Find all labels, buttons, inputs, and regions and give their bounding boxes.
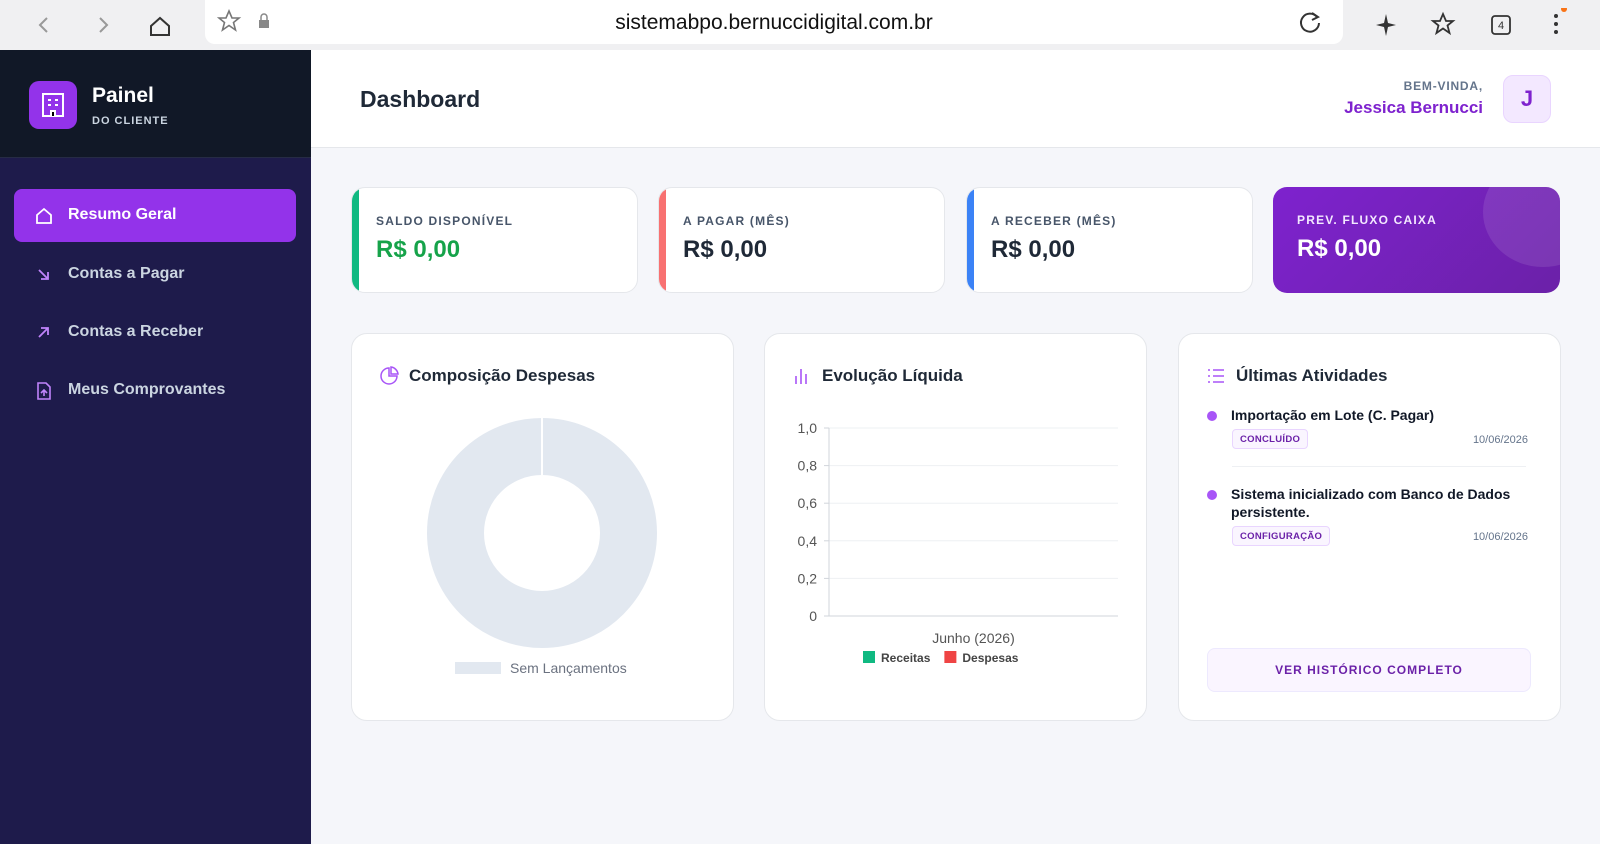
y-tick-label: 0,6 — [798, 495, 818, 511]
history-button[interactable]: VER HISTÓRICO COMPLETO — [1207, 648, 1531, 692]
card-accent — [352, 188, 359, 292]
bar-chart: 0 0,2 0,4 0,6 0,8 1,0 Junho (2026)Receitas Desp… — [798, 420, 1118, 665]
card-value: R$ 0,00 — [991, 236, 1076, 263]
donut-chart: Sem Lançamentos — [427, 418, 657, 676]
x-tick-label: Junho (2026) — [932, 630, 1015, 646]
card-label: A PAGAR (MÊS) — [683, 214, 790, 228]
activity-tag: CONCLUÍDO — [1232, 429, 1309, 449]
nav-item[interactable]: Resumo Geral — [14, 189, 296, 242]
card-label: PREV. FLUXO CAIXA — [1297, 213, 1437, 227]
address-bar[interactable]: sistemabpo.bernuccidigital.com.br — [205, 0, 1343, 44]
nav-label: Contas a Receber — [68, 323, 204, 340]
card-value: R$ 0,00 — [376, 236, 461, 263]
card-label: A RECEBER (MÊS) — [991, 214, 1117, 228]
page-title: Dashboard — [360, 86, 481, 112]
sidebar — [0, 50, 311, 844]
legend-label: Receitas — [881, 651, 931, 665]
chart-title: Composição Despesas — [409, 366, 596, 385]
y-tick-label: 0 — [809, 608, 817, 624]
avatar[interactable]: J — [1503, 75, 1551, 123]
nav-label: Meus Comprovantes — [68, 381, 226, 398]
activity-dot — [1207, 411, 1217, 421]
y-tick-label: 0,2 — [798, 570, 818, 586]
browser-nav-icons[interactable] — [30, 8, 210, 42]
card-value: R$ 0,00 — [683, 236, 768, 263]
legend-swatch — [863, 651, 875, 663]
chart-panel — [351, 333, 734, 721]
bar-icon — [795, 369, 807, 384]
activity-tag: CONFIGURAÇÃO — [1232, 526, 1331, 546]
url-icons — [217, 9, 269, 32]
card-accent — [659, 188, 666, 292]
y-tick-label: 0,8 — [798, 458, 818, 474]
activity-date: 10/06/2026 — [1472, 434, 1528, 446]
user-name: Jessica Bernucci — [1344, 98, 1483, 117]
brand-subtitle: DO CLIENTE — [92, 115, 169, 127]
card-decoration — [1483, 187, 1560, 267]
nav-item[interactable]: Meus Comprovantes — [14, 364, 296, 417]
summary-card: A RECEBER (MÊS) R$ 0,00 — [966, 187, 1253, 293]
activity-date: 10/06/2026 — [1472, 531, 1528, 543]
activity-dot — [1207, 490, 1217, 500]
card-accent — [967, 188, 974, 292]
card-label: SALDO DISPONÍVEL — [376, 214, 514, 228]
legend-swatch — [455, 662, 501, 674]
activity-text: Importação em Lote (C. Pagar) — [1231, 407, 1435, 423]
y-tick-label: 0,4 — [798, 533, 818, 549]
brand-title: Painel — [92, 84, 154, 107]
summary-card: SALDO DISPONÍVEL R$ 0,00 — [351, 187, 638, 293]
summary-card: A PAGAR (MÊS) R$ 0,00 — [658, 187, 945, 293]
activity-text: Sistema inicializado com Banco de Dados … — [1231, 486, 1511, 520]
header — [311, 50, 1600, 148]
nav-label: Resumo Geral — [68, 206, 177, 223]
legend-swatch — [944, 651, 957, 663]
card-value: R$ 0,00 — [1297, 235, 1382, 262]
legend-label: Sem Lançamentos — [510, 660, 627, 676]
panel-title: Últimas Atividades — [1236, 366, 1388, 385]
greeting: BEM-VINDA, — [1403, 79, 1483, 93]
list-icon — [1208, 369, 1224, 383]
browser-toolbar: sistemabpo.bernuccidigital.com.br 4 — [0, 0, 1600, 50]
nav-item[interactable]: Contas a Receber — [14, 306, 296, 359]
nav-label: Contas a Pagar — [68, 265, 185, 282]
reload-icon[interactable] — [1298, 9, 1324, 35]
divider — [1232, 466, 1526, 467]
nav-item[interactable]: Contas a Pagar — [14, 248, 296, 301]
y-tick-label: 1,0 — [798, 420, 818, 436]
tab-count: 4 — [1498, 20, 1504, 32]
pie-icon — [380, 366, 399, 385]
url: sistemabpo.bernuccidigital.com.br — [615, 11, 933, 34]
browser-actions[interactable]: 4 — [1372, 8, 1582, 42]
brand-logo — [29, 81, 77, 129]
chart-title: Evolução Líquida — [822, 366, 963, 385]
summary-card: PREV. FLUXO CAIXA R$ 0,00 — [1273, 187, 1560, 293]
legend-label: Despesas — [962, 651, 1018, 665]
